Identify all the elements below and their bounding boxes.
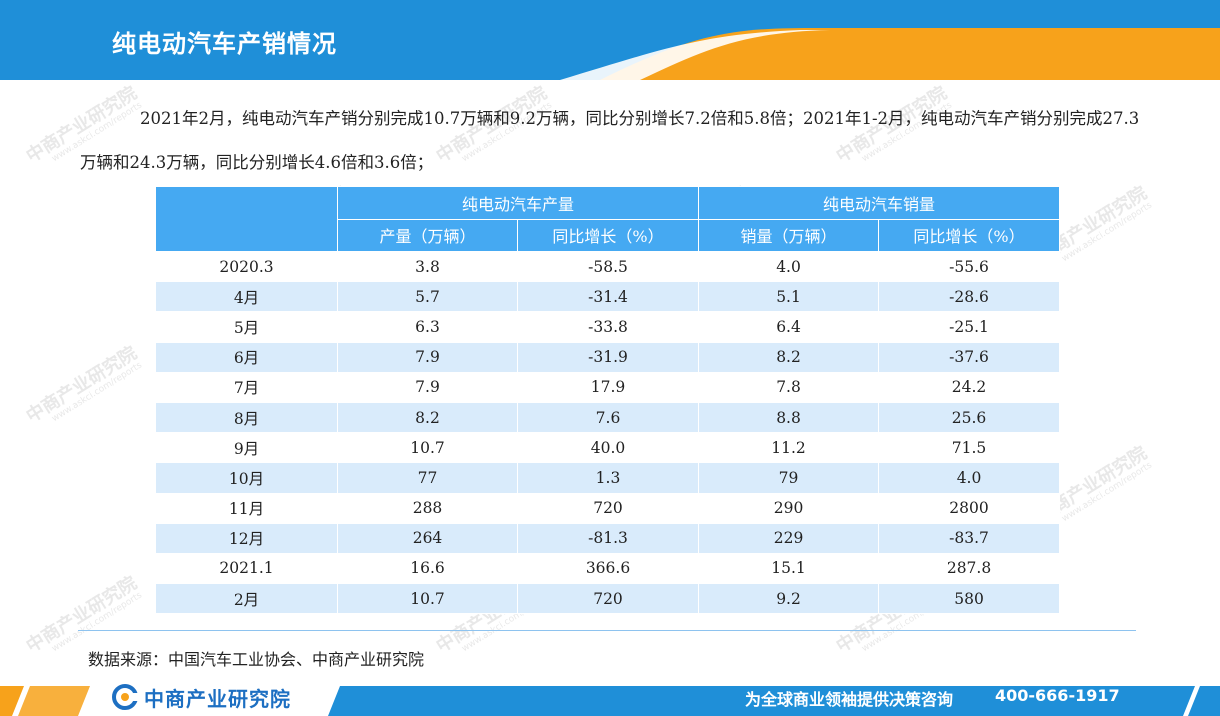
cell-sales-yoy: -37.6 bbox=[878, 341, 1061, 373]
cell-sales-yoy: 287.8 bbox=[878, 552, 1061, 585]
cell-sales-yoy: 580 bbox=[878, 583, 1061, 615]
cell-sales-volume: 7.8 bbox=[698, 371, 880, 403]
cell-period: 4月 bbox=[155, 281, 338, 313]
cell-production-yoy: 7.6 bbox=[516, 401, 700, 434]
cell-sales-volume: 15.1 bbox=[698, 552, 880, 585]
table-row: 12月 264 -81.3 229 -83.7 bbox=[155, 522, 1061, 554]
cell-sales-volume: 5.1 bbox=[698, 281, 880, 313]
footer-background bbox=[0, 686, 1220, 716]
cell-sales-volume: 79 bbox=[698, 462, 880, 494]
divider bbox=[78, 630, 1136, 631]
cell-production-volume: 16.6 bbox=[337, 552, 518, 585]
table-row: 2021.1 16.6 366.6 15.1 287.8 bbox=[155, 552, 1061, 585]
askci-logo-icon bbox=[112, 684, 138, 710]
cell-production-yoy: 17.9 bbox=[516, 371, 700, 403]
table-row: 8月 8.2 7.6 8.8 25.6 bbox=[155, 401, 1061, 434]
intro-text: 2021年2月，纯电动汽车产销分别完成10.7万辆和9.2万辆，同比分别增长7.… bbox=[80, 97, 1140, 185]
cell-production-yoy: 720 bbox=[516, 583, 700, 615]
cell-sales-yoy: 71.5 bbox=[878, 432, 1061, 464]
table-header-sales-yoy: 同比增长（%） bbox=[878, 218, 1061, 252]
data-source: 数据来源：中国汽车工业协会、中商产业研究院 bbox=[88, 650, 425, 669]
intro-paragraph: 2021年2月，纯电动汽车产销分别完成10.7万辆和9.2万辆，同比分别增长7.… bbox=[80, 109, 1140, 172]
cell-production-yoy: -33.8 bbox=[516, 311, 700, 343]
table-sub-header-row: 产量（万辆） 同比增长（%） 销量（万辆） 同比增长（%） bbox=[156, 218, 1061, 252]
cell-period: 5月 bbox=[155, 311, 338, 343]
footer-banner bbox=[0, 680, 1220, 716]
cell-production-volume: 10.7 bbox=[337, 583, 518, 615]
cell-production-volume: 3.8 bbox=[337, 250, 518, 283]
cell-sales-yoy: 24.2 bbox=[878, 371, 1061, 403]
table-row: 2020.3 3.8 -58.5 4.0 -55.6 bbox=[155, 250, 1061, 283]
cell-period: 6月 bbox=[155, 341, 338, 373]
table-row: 4月 5.7 -31.4 5.1 -28.6 bbox=[155, 281, 1061, 313]
cell-period: 9月 bbox=[155, 432, 338, 464]
cell-production-yoy: -31.9 bbox=[516, 341, 700, 373]
cell-sales-yoy: -83.7 bbox=[878, 522, 1061, 554]
cell-sales-yoy: -25.1 bbox=[878, 311, 1061, 343]
cell-period: 10月 bbox=[155, 462, 338, 494]
table-group-header-row: 纯电动汽车产量 纯电动汽车销量 bbox=[155, 186, 1061, 252]
cell-sales-yoy: 4.0 bbox=[878, 462, 1061, 494]
table-header-production-yoy: 同比增长（%） bbox=[516, 218, 700, 252]
footer-phone: 400-666-1917 bbox=[995, 686, 1120, 705]
header-background bbox=[0, 0, 1220, 80]
table-row: 10月 77 1.3 79 4.0 bbox=[155, 462, 1061, 494]
cell-period: 12月 bbox=[155, 522, 338, 554]
table-row: 11月 288 720 290 2800 bbox=[155, 492, 1061, 524]
cell-production-yoy: 1.3 bbox=[516, 462, 700, 494]
cell-sales-volume: 9.2 bbox=[698, 583, 880, 615]
cell-sales-volume: 11.2 bbox=[698, 432, 880, 464]
table-row: 7月 7.9 17.9 7.8 24.2 bbox=[155, 371, 1061, 403]
cell-sales-yoy: 25.6 bbox=[878, 401, 1061, 434]
cell-production-volume: 7.9 bbox=[337, 371, 518, 403]
table-header-sales-volume: 销量（万辆） bbox=[698, 218, 880, 252]
cell-production-volume: 288 bbox=[337, 492, 518, 524]
cell-period: 2021.1 bbox=[155, 552, 338, 585]
cell-sales-yoy: 2800 bbox=[878, 492, 1061, 524]
page-title: 纯电动汽车产销情况 bbox=[112, 30, 337, 58]
production-sales-table: 纯电动汽车产量 纯电动汽车销量 产量（万辆） 同比增长（%） 销量（万辆） 同比… bbox=[155, 186, 1061, 615]
cell-period: 2020.3 bbox=[155, 250, 338, 283]
cell-period: 11月 bbox=[155, 492, 338, 524]
cell-production-volume: 7.9 bbox=[337, 341, 518, 373]
cell-production-volume: 6.3 bbox=[337, 311, 518, 343]
table-header-period bbox=[155, 186, 338, 252]
logo-text: 中商产业研究院 bbox=[144, 686, 291, 711]
cell-production-yoy: 720 bbox=[516, 492, 700, 524]
cell-production-yoy: -31.4 bbox=[516, 281, 700, 313]
cell-sales-volume: 229 bbox=[698, 522, 880, 554]
cell-sales-yoy: -55.6 bbox=[878, 250, 1061, 283]
table-row: 9月 10.7 40.0 11.2 71.5 bbox=[155, 432, 1061, 464]
cell-sales-volume: 290 bbox=[698, 492, 880, 524]
cell-sales-volume: 4.0 bbox=[698, 250, 880, 283]
cell-sales-volume: 8.2 bbox=[698, 341, 880, 373]
cell-production-volume: 264 bbox=[337, 522, 518, 554]
cell-period: 7月 bbox=[155, 371, 338, 403]
cell-period: 2月 bbox=[155, 583, 338, 615]
table-row: 5月 6.3 -33.8 6.4 -25.1 bbox=[155, 311, 1061, 343]
cell-sales-yoy: -28.6 bbox=[878, 281, 1061, 313]
cell-production-yoy: -81.3 bbox=[516, 522, 700, 554]
table-header-production-volume: 产量（万辆） bbox=[337, 218, 518, 252]
cell-production-yoy: -58.5 bbox=[516, 250, 700, 283]
table-header-sales: 纯电动汽车销量 bbox=[698, 186, 1061, 220]
cell-production-yoy: 366.6 bbox=[516, 552, 700, 585]
cell-production-volume: 5.7 bbox=[337, 281, 518, 313]
cell-production-volume: 8.2 bbox=[337, 401, 518, 434]
company-logo: 中商产业研究院 bbox=[112, 683, 291, 711]
table-row: 2月 10.7 720 9.2 580 bbox=[155, 583, 1061, 615]
table-row: 6月 7.9 -31.9 8.2 -37.6 bbox=[155, 341, 1061, 373]
cell-production-volume: 10.7 bbox=[337, 432, 518, 464]
cell-sales-volume: 6.4 bbox=[698, 311, 880, 343]
header-banner: 纯电动汽车产销情况 bbox=[0, 0, 1220, 80]
cell-sales-volume: 8.8 bbox=[698, 401, 880, 434]
table-header-production: 纯电动汽车产量 bbox=[336, 186, 700, 220]
cell-period: 8月 bbox=[155, 401, 338, 434]
footer-slogan: 为全球商业领袖提供决策咨询 bbox=[745, 690, 954, 709]
cell-production-volume: 77 bbox=[337, 462, 518, 494]
cell-production-yoy: 40.0 bbox=[516, 432, 700, 464]
